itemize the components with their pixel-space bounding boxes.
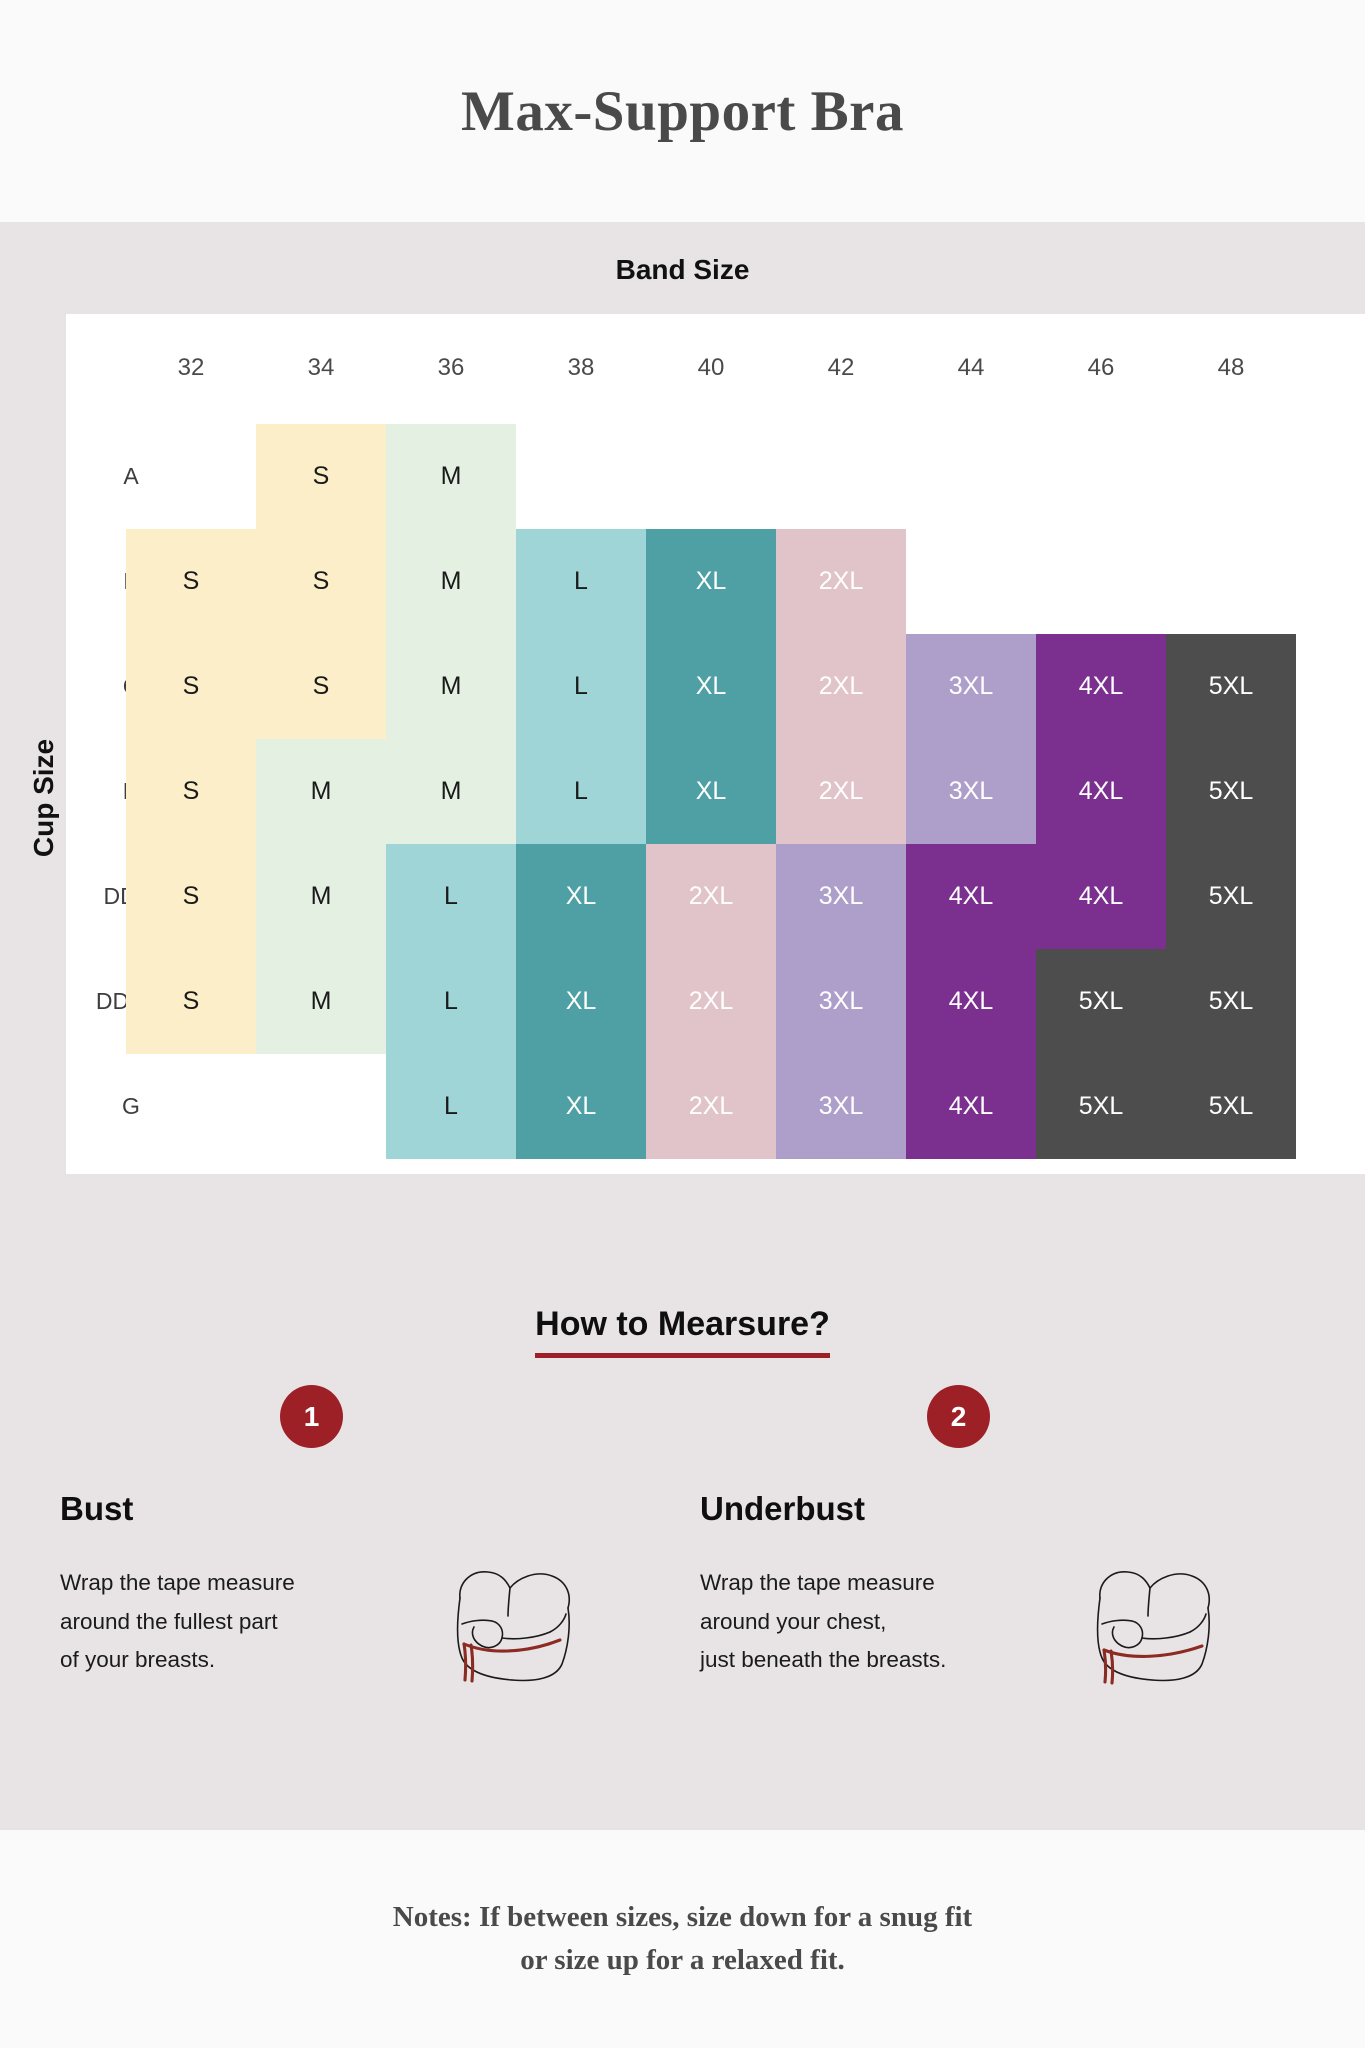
size-cell: S bbox=[126, 844, 256, 949]
size-cell: L bbox=[516, 529, 646, 634]
size-cell: 2XL bbox=[776, 739, 906, 844]
size-cell: M bbox=[256, 844, 386, 949]
size-cell: 4XL bbox=[1036, 844, 1166, 949]
size-cell: 4XL bbox=[1036, 634, 1166, 739]
size-table-card: 323436384042444648ABCDDD/EDDD/FGSMSSMLXL… bbox=[66, 314, 1365, 1174]
size-cell: S bbox=[126, 634, 256, 739]
size-cell: XL bbox=[646, 529, 776, 634]
size-cell: 4XL bbox=[906, 1054, 1036, 1159]
band-size-axis-label: Band Size bbox=[615, 254, 750, 285]
size-cell: 2XL bbox=[776, 529, 906, 634]
size-cell: 5XL bbox=[1166, 634, 1296, 739]
column-header-band-44: 44 bbox=[957, 354, 985, 381]
size-cell: 5XL bbox=[1166, 739, 1296, 844]
size-cell: XL bbox=[516, 844, 646, 949]
notes-text: Notes: If between sizes, size down for a… bbox=[392, 1900, 973, 1977]
how-to-measure-title-wrap: How to Mearsure? bbox=[0, 1305, 1365, 1358]
size-cell: 5XL bbox=[1166, 1054, 1296, 1159]
step-text-underbust: Wrap the tape measure around your chest,… bbox=[700, 1570, 947, 1673]
column-header-band-32: 32 bbox=[177, 354, 205, 381]
step-number-badge-2: 2 bbox=[927, 1385, 990, 1448]
size-cell: 4XL bbox=[906, 844, 1036, 949]
step-body-1: Wrap the tape measure around the fullest… bbox=[60, 1564, 660, 1689]
size-cell: 5XL bbox=[1166, 844, 1296, 949]
column-header-band-36: 36 bbox=[437, 354, 465, 381]
size-grid: 323436384042444648ABCDDD/EDDD/FGSMSSMLXL… bbox=[66, 314, 1365, 1174]
size-cell: S bbox=[256, 529, 386, 634]
row-header-cup-A: A bbox=[123, 463, 139, 489]
step-heading-underbust: Underbust bbox=[700, 1490, 865, 1527]
size-cell: XL bbox=[516, 1054, 646, 1159]
torso-bust-measure-illustration bbox=[456, 1571, 570, 1683]
page-title: Max-Support Bra bbox=[461, 79, 904, 143]
size-cell: 2XL bbox=[646, 1054, 776, 1159]
measure-step-1: 1 Bust Wrap the tape measure around the … bbox=[60, 1385, 660, 1689]
size-cell: 3XL bbox=[776, 1054, 906, 1159]
step-number-badge-1: 1 bbox=[280, 1385, 343, 1448]
size-cell: M bbox=[256, 949, 386, 1054]
size-cell: 2XL bbox=[646, 844, 776, 949]
size-cell: M bbox=[386, 529, 516, 634]
size-cell: 2XL bbox=[776, 634, 906, 739]
size-cell: M bbox=[386, 424, 516, 529]
size-cell: S bbox=[126, 949, 256, 1054]
size-cell: 3XL bbox=[906, 739, 1036, 844]
step-body-2: Wrap the tape measure around your chest,… bbox=[700, 1564, 1300, 1689]
size-cell: XL bbox=[516, 949, 646, 1054]
step-heading-bust: Bust bbox=[60, 1490, 134, 1527]
size-cell: 3XL bbox=[906, 634, 1036, 739]
size-cell: 3XL bbox=[776, 844, 906, 949]
size-cell: 5XL bbox=[1166, 949, 1296, 1054]
step-text-bust: Wrap the tape measure around the fullest… bbox=[60, 1570, 295, 1673]
size-cell: 5XL bbox=[1036, 1054, 1166, 1159]
size-cell: 5XL bbox=[1036, 949, 1166, 1054]
how-to-measure-band: How to Mearsure? 1 Bust Wrap the tape me… bbox=[0, 1210, 1365, 1830]
size-cell: M bbox=[256, 739, 386, 844]
column-header-band-40: 40 bbox=[697, 354, 725, 381]
size-cell: S bbox=[256, 424, 386, 529]
column-header-band-48: 48 bbox=[1217, 354, 1245, 381]
size-cell: S bbox=[256, 634, 386, 739]
size-cell: XL bbox=[646, 739, 776, 844]
size-cell: 4XL bbox=[906, 949, 1036, 1054]
size-cell: L bbox=[386, 949, 516, 1054]
how-to-measure-title: How to Mearsure? bbox=[535, 1305, 830, 1358]
size-chart-band: Band Size Cup Size 323436384042444648ABC… bbox=[0, 222, 1365, 1210]
column-header-band-34: 34 bbox=[307, 354, 335, 381]
size-cell: M bbox=[386, 634, 516, 739]
column-header-band-42: 42 bbox=[827, 354, 855, 381]
size-cell: 4XL bbox=[1036, 739, 1166, 844]
size-cell: M bbox=[386, 739, 516, 844]
torso-underbust-measure-illustration bbox=[1096, 1571, 1210, 1685]
size-cell: S bbox=[126, 529, 256, 634]
size-cell: L bbox=[516, 634, 646, 739]
size-cell: 2XL bbox=[646, 949, 776, 1054]
notes-band: Notes: If between sizes, size down for a… bbox=[0, 1830, 1365, 2048]
column-header-band-46: 46 bbox=[1087, 354, 1115, 381]
size-cell: S bbox=[126, 739, 256, 844]
size-cell: L bbox=[516, 739, 646, 844]
column-header-band-38: 38 bbox=[567, 354, 595, 381]
measure-step-2: 2 Underbust Wrap the tape measure around… bbox=[700, 1385, 1300, 1689]
cup-size-axis-label: Cup Size bbox=[28, 738, 59, 858]
size-cell: L bbox=[386, 844, 516, 949]
title-band: Max-Support Bra bbox=[0, 0, 1365, 222]
row-header-cup-G: G bbox=[122, 1093, 140, 1119]
size-cell: 3XL bbox=[776, 949, 906, 1054]
size-cell: XL bbox=[646, 634, 776, 739]
size-cell: L bbox=[386, 1054, 516, 1159]
